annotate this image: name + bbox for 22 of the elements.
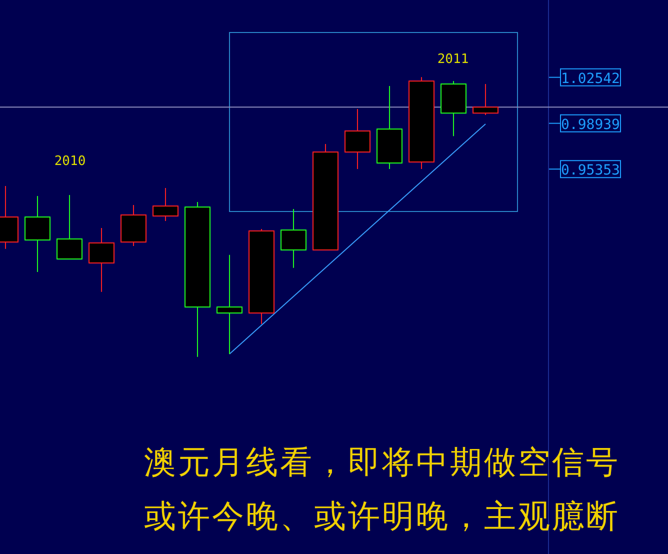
y-tick-label: 1.02542 bbox=[560, 70, 620, 87]
annotation: 2010 bbox=[54, 154, 86, 169]
candlestick bbox=[88, 227, 114, 292]
candlestick bbox=[24, 195, 50, 273]
candlestick bbox=[56, 194, 82, 260]
candlestick bbox=[408, 76, 434, 170]
candlestick bbox=[472, 83, 498, 116]
candlestick bbox=[120, 204, 146, 246]
y-tick-label: 0.98939 bbox=[560, 116, 620, 133]
candlestick bbox=[184, 201, 210, 358]
candlestick bbox=[440, 80, 466, 137]
candlestick bbox=[248, 228, 274, 324]
candlestick bbox=[312, 143, 338, 250]
candlestick bbox=[376, 86, 402, 170]
y-tick-label: 0.95353 bbox=[560, 162, 620, 179]
candlestick bbox=[344, 108, 370, 170]
annotation: 或许今晚、或许明晚，主观臆断 bbox=[144, 497, 620, 535]
annotation: 澳元月线看，即将中期做空信号 bbox=[144, 443, 620, 481]
candlestick bbox=[152, 188, 178, 222]
annotation: 2011 bbox=[437, 52, 469, 67]
candlestick bbox=[216, 254, 242, 354]
candlestick bbox=[280, 208, 306, 268]
